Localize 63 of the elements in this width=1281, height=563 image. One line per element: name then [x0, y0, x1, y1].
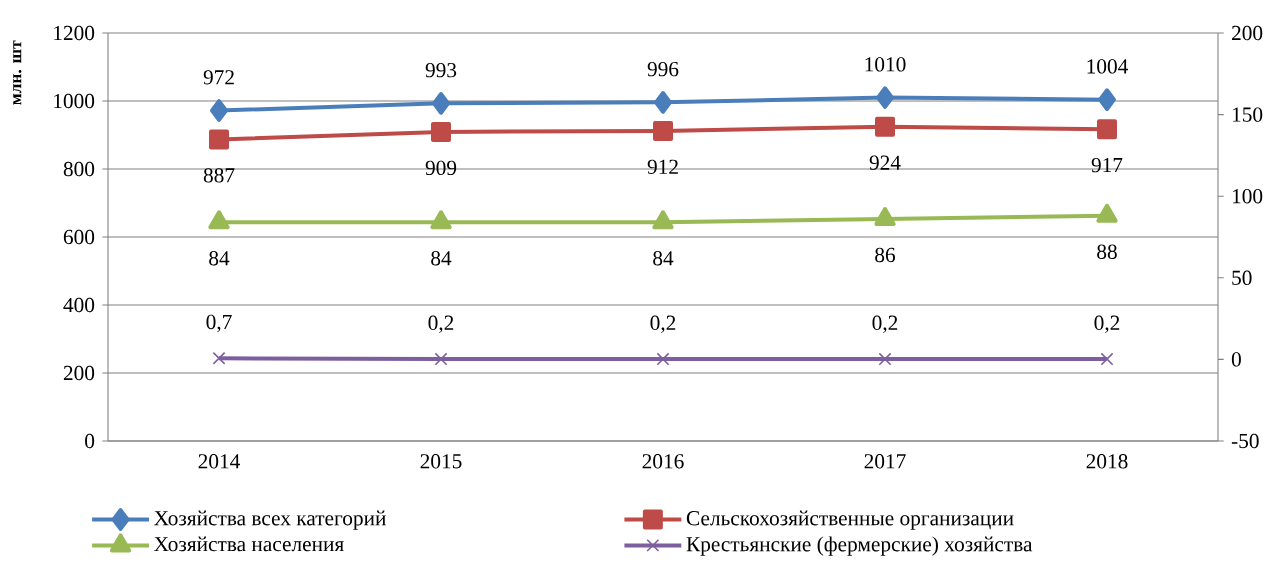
y-tick-label: 600 [63, 229, 95, 245]
data-label: 1004 [1087, 59, 1128, 74]
x-tick-label: 2015 [420, 454, 462, 469]
y-tick-label: 1200 [54, 25, 95, 41]
y-axis-title: млн. шт [13, 40, 22, 105]
y2-tick-label: -50 [1231, 433, 1259, 449]
x-tick-label: 2014 [198, 454, 241, 469]
point [1096, 203, 1118, 223]
point [209, 129, 230, 150]
x-tick-label: 2016 [642, 454, 684, 469]
data-label: 0,7 [206, 314, 232, 333]
point [212, 351, 226, 365]
point [210, 99, 229, 122]
legend-label: Хозяйства всех категорий [154, 510, 386, 530]
point [654, 91, 673, 114]
point [431, 121, 452, 142]
data-label: 924 [869, 155, 901, 170]
data-label: 84 [653, 251, 674, 266]
point [434, 352, 448, 366]
y2-tick-label: 50 [1232, 270, 1252, 285]
point [875, 116, 895, 137]
point [652, 210, 674, 230]
data-label: 912 [647, 159, 678, 174]
y-tick-label: 1000 [54, 93, 95, 109]
data-label: 996 [647, 61, 679, 77]
point [432, 92, 451, 115]
x-tick-label: 2017 [864, 454, 906, 469]
data-label: 0,2 [650, 315, 676, 334]
legend-label: Хозяйства населения [154, 536, 344, 552]
legend-label: Крестьянские (фермерские) хозяйства [686, 536, 1033, 556]
data-label: 917 [1091, 157, 1123, 173]
data-label: 84 [209, 251, 230, 266]
data-label: 993 [425, 63, 457, 78]
data-label: 972 [203, 70, 234, 85]
point [1098, 88, 1116, 111]
legend-label: Сельскохозяйственные организации [686, 510, 1014, 530]
y-tick-label: 200 [63, 365, 95, 381]
y2-tick-label: 150 [1232, 107, 1263, 122]
y2-tick-label: 100 [1232, 189, 1263, 204]
point [878, 352, 892, 366]
x-tick-label: 2018 [1086, 454, 1128, 469]
data-label: 0,2 [428, 315, 454, 334]
data-label: 1010 [865, 57, 906, 72]
data-label: 887 [203, 168, 235, 183]
point [208, 210, 230, 230]
point [656, 352, 670, 366]
point [1097, 119, 1117, 140]
point [874, 207, 896, 227]
y2-tick-label: 0 [1231, 352, 1241, 367]
point [653, 120, 674, 141]
point [1100, 352, 1114, 366]
y-tick-label: 0 [85, 433, 95, 449]
point [430, 210, 452, 230]
data-label: 84 [431, 251, 452, 266]
point [876, 86, 894, 109]
data-label: 88 [1097, 244, 1117, 259]
y-tick-label: 400 [63, 297, 95, 313]
y-tick-label: 800 [63, 161, 95, 177]
data-label: 86 [875, 247, 896, 263]
data-label: 0,2 [872, 315, 898, 334]
data-label: 0,2 [1094, 315, 1120, 334]
data-label: 909 [425, 160, 457, 176]
y2-tick-label: 200 [1232, 25, 1263, 41]
